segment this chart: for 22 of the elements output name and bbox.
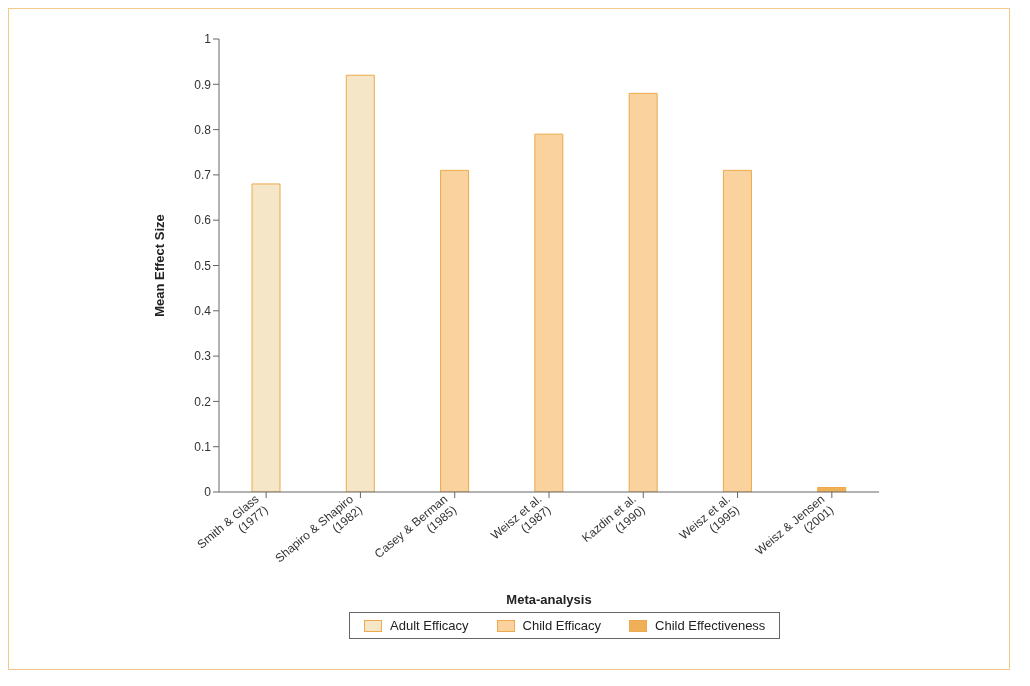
y-tick-label: 0.3 <box>194 349 212 364</box>
bar <box>722 169 752 492</box>
y-tick-label: 0.4 <box>194 304 212 319</box>
y-tick-label: 0.7 <box>194 168 212 183</box>
y-tick-label: 0.1 <box>194 439 212 454</box>
x-axis-title: Meta-analysis <box>506 592 592 607</box>
bar <box>534 133 564 492</box>
legend-label: Child Effectiveness <box>654 618 766 633</box>
y-tick-label: 1 <box>204 32 212 47</box>
bar <box>251 183 281 492</box>
y-tick-label: 0.8 <box>194 122 212 137</box>
y-tick-label: 0.6 <box>194 213 212 228</box>
bar <box>440 169 470 492</box>
y-axis-title: Mean Effect Size <box>151 214 167 317</box>
y-tick-label: 0 <box>204 485 212 500</box>
y-tick-label: 0.9 <box>194 77 212 92</box>
y-tick-label: 0.2 <box>194 394 212 409</box>
bar <box>628 92 658 492</box>
legend-label: Child Efficacy <box>521 618 602 633</box>
bar <box>345 74 375 492</box>
y-tick-label: 0.5 <box>194 258 212 273</box>
legend-label: Adult Efficacy <box>389 618 469 633</box>
